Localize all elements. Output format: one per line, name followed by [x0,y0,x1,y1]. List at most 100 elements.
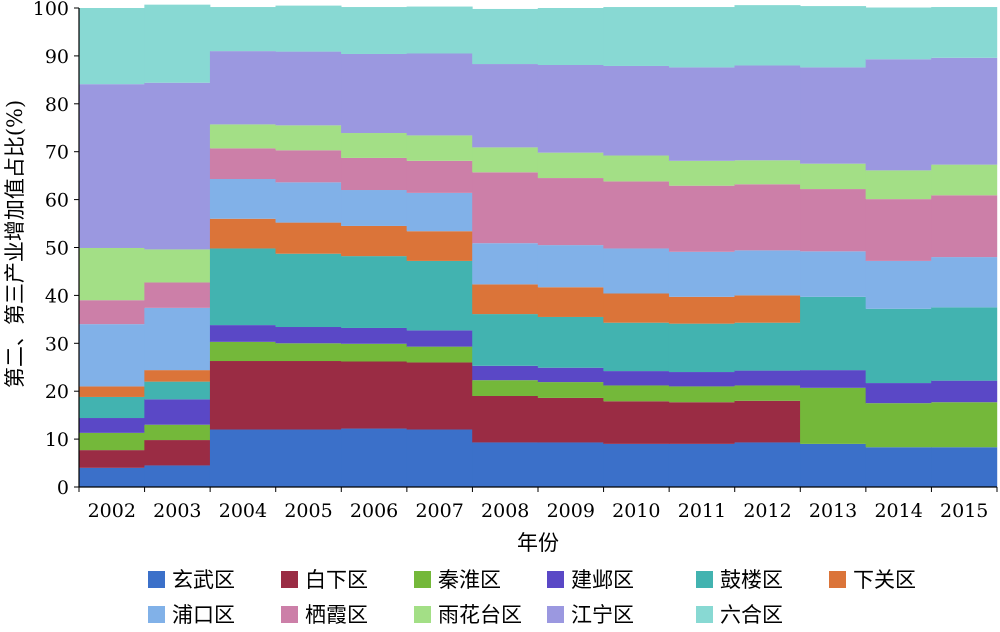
bar-segment-2004-5 [209,218,276,249]
legend-swatch-3 [547,571,564,588]
bar-segment-2009-5 [537,287,604,317]
bar-segment-2006-0 [341,428,408,487]
bars-layer [78,4,998,487]
bar-segment-2015-2 [931,402,998,448]
x-tick-label-2008: 2008 [481,500,529,522]
bar-segment-2005-7 [275,150,342,183]
legend-label-0: 玄武区 [172,568,235,592]
bar-segment-2002-3 [78,418,145,433]
bar-segment-2013-6 [800,251,867,297]
bar-segment-2012-4 [734,322,801,371]
y-tick-label-100: 100 [33,0,69,20]
bar-segment-2005-6 [275,182,342,223]
bar-segment-2010-5 [603,293,670,323]
legend-label-5: 下关区 [853,568,916,592]
bar-segment-2007-9 [406,53,473,136]
bar-segment-2007-3 [406,330,473,347]
bar-segment-2005-8 [275,125,342,151]
bar-segment-2009-10 [537,8,604,65]
bar-segment-2004-0 [209,429,276,487]
bar-segment-2014-10 [865,7,932,60]
bar-segment-2010-6 [603,248,670,294]
bar-segment-2008-5 [472,284,539,315]
bar-segment-2007-4 [406,260,473,331]
bar-segment-2012-6 [734,250,801,296]
legend-label-9: 江宁区 [571,603,634,627]
bar-segment-2013-2 [800,387,867,444]
bar-segment-2010-0 [603,443,670,487]
bar-segment-2002-2 [78,432,145,451]
bar-segment-2013-3 [800,370,867,388]
bar-segment-2012-2 [734,385,801,401]
bar-segment-2007-10 [406,6,473,54]
bar-segment-2006-10 [341,7,408,54]
y-tick-label-80: 80 [45,94,69,116]
bar-segment-2005-9 [275,51,342,126]
x-tick-label-2007: 2007 [415,500,463,522]
bar-segment-2014-0 [865,447,932,487]
bar-segment-2003-7 [144,282,211,308]
bar-segment-2012-3 [734,370,801,386]
bar-segment-2004-1 [209,361,276,430]
bar-segment-2012-1 [734,400,801,443]
bar-segment-2005-1 [275,361,342,430]
bar-segment-2008-3 [472,365,539,381]
bar-segment-2009-8 [537,152,604,179]
y-tick-label-60: 60 [45,190,69,212]
bar-segment-2012-8 [734,160,801,185]
y-tick-label-0: 0 [57,477,69,499]
bar-segment-2003-5 [144,370,211,382]
bar-segment-2005-10 [275,5,342,52]
bar-segment-2004-2 [209,341,276,362]
bar-segment-2011-1 [668,402,735,444]
bar-segment-2014-8 [865,170,932,200]
bar-segment-2009-2 [537,382,604,398]
bar-segment-2004-10 [209,7,276,52]
bar-segment-2013-0 [800,443,867,487]
bar-segment-2002-6 [78,324,145,387]
bar-segment-2010-10 [603,7,670,66]
bar-segment-2007-1 [406,362,473,430]
y-tick-label-20: 20 [45,381,69,403]
bar-segment-2002-1 [78,450,145,468]
bar-segment-2006-1 [341,361,408,429]
bar-segment-2006-5 [341,225,408,257]
bar-segment-2006-7 [341,157,408,191]
bar-segment-2007-6 [406,192,473,232]
x-tick-label-2010: 2010 [612,500,660,522]
bar-segment-2009-4 [537,316,604,368]
bar-segment-2003-0 [144,465,211,487]
legend-swatch-4 [696,571,713,588]
bar-segment-2004-6 [209,179,276,219]
bar-segment-2003-6 [144,307,211,371]
legend-label-8: 雨花台区 [438,603,522,627]
bar-segment-2011-8 [668,160,735,186]
x-tick-label-2004: 2004 [219,500,267,522]
bar-segment-2014-7 [865,199,932,261]
legend-swatch-2 [414,571,431,588]
bar-segment-2010-3 [603,371,670,386]
bar-segment-2015-7 [931,195,998,258]
bar-segment-2003-3 [144,399,211,425]
bar-segment-2012-0 [734,442,801,487]
bar-segment-2014-4 [865,308,932,384]
bar-segment-2002-9 [78,84,145,248]
bar-segment-2005-4 [275,253,342,328]
bar-segment-2003-8 [144,249,211,283]
bar-segment-2002-10 [78,8,145,85]
bar-segment-2011-6 [668,251,735,297]
bar-segment-2004-8 [209,124,276,149]
bar-segment-2010-1 [603,401,670,444]
bar-segment-2013-8 [800,163,867,190]
bar-segment-2006-9 [341,53,408,134]
bar-segment-2003-10 [144,4,211,83]
bar-segment-2015-3 [931,380,998,403]
bar-segment-2012-5 [734,295,801,323]
bar-segment-2010-9 [603,65,670,156]
legend-label-6: 浦口区 [172,603,235,627]
bar-segment-2006-8 [341,133,408,158]
y-axis-title: 第二、第三产业增加值占比(%) [3,100,27,388]
x-tick-label-2011: 2011 [678,500,726,522]
legend-label-7: 栖霞区 [305,603,368,627]
